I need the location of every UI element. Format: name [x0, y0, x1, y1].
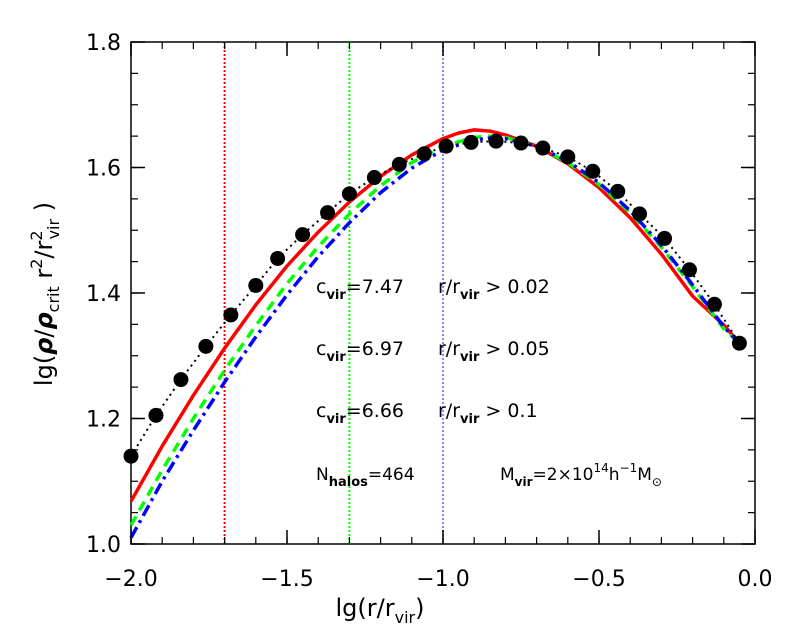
y-tick-label-2: 1.4 [86, 282, 121, 307]
data-point-7 [295, 227, 311, 243]
data-point-15 [488, 133, 504, 149]
y-tick-label-3: 1.6 [86, 157, 121, 182]
annotation-green-range: r/rvir > 0.05 [438, 338, 550, 365]
data-point-12 [416, 146, 432, 162]
annotation-red-c: c [316, 276, 326, 298]
data-point-11 [391, 156, 407, 172]
data-point-17 [535, 140, 551, 156]
y-tick-label-0: 1.0 [86, 533, 121, 558]
x-tick-label-1: −1.5 [260, 567, 313, 592]
data-point-5 [248, 277, 264, 293]
annotation-green: cvir=6.97 [316, 338, 404, 365]
data-point-20 [610, 183, 626, 199]
data-point-16 [513, 135, 529, 151]
data-point-2 [173, 372, 189, 388]
data-point-14 [463, 134, 479, 150]
annotation-red-c-sub: vir [326, 288, 346, 303]
data-point-24 [706, 296, 722, 312]
data-point-13 [438, 138, 454, 154]
annotation-red-range: r/rvir > 0.02 [438, 276, 550, 303]
data-point-0 [123, 448, 139, 464]
data-point-18 [560, 149, 576, 165]
data-point-3 [198, 338, 214, 354]
y-tick-label-4: 1.8 [86, 31, 121, 56]
x-tick-label-2: −1.0 [416, 567, 469, 592]
data-point-19 [585, 163, 601, 179]
series-line-0 [129, 128, 741, 503]
annotation-blue-range: r/rvir > 0.1 [438, 400, 538, 427]
data-points [123, 133, 747, 464]
data-point-23 [681, 262, 697, 278]
data-point-6 [270, 250, 286, 266]
annotation-nhalos: Nhalos=464 [316, 465, 415, 490]
y-axis-label: lg(ρ/ρcrit r2/r2vir ) [27, 202, 63, 386]
data-point-10 [366, 170, 382, 186]
x-tick-label-3: −0.5 [572, 567, 625, 592]
annotation-red-c-val: =7.47 [346, 276, 404, 298]
x-tick-label-4: 0.0 [738, 567, 773, 592]
series-line-1 [129, 134, 741, 527]
data-point-9 [341, 186, 357, 202]
data-point-25 [731, 335, 747, 351]
x-axis-label: lg(r/rvir) [336, 594, 425, 627]
data-point-21 [632, 206, 648, 222]
curves [129, 128, 741, 539]
annotation-mvir: Mvir=2×1014h−1M⊙ [500, 461, 662, 489]
y-tick-label-1: 1.2 [86, 408, 121, 433]
annotation-blue: cvir=6.66 [316, 400, 404, 427]
annotation-red: cvir=7.47 [316, 276, 404, 303]
data-point-4 [223, 307, 239, 323]
data-point-22 [657, 230, 673, 246]
x-tick-label-0: −2.0 [104, 567, 157, 592]
data-point-1 [148, 407, 164, 423]
ticks: −2.0 −1.5 −1.0 −0.5 0.0 1.0 1.2 1.4 1.6 1.8 [86, 31, 773, 592]
data-point-8 [320, 205, 336, 221]
series-line-3 [130, 140, 741, 457]
